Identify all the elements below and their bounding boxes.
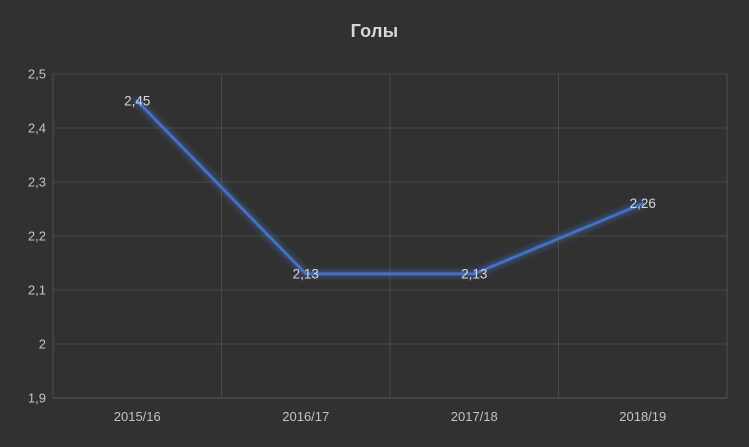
y-tick-label: 2,3 bbox=[28, 175, 46, 190]
y-tick-label: 2,2 bbox=[28, 229, 46, 244]
y-tick-label: 2 bbox=[39, 337, 46, 352]
y-tick-label: 1,9 bbox=[28, 391, 46, 406]
data-label: 2,13 bbox=[293, 266, 319, 281]
x-axis-label: 2016/17 bbox=[282, 409, 329, 424]
y-tick-label: 2,5 bbox=[28, 67, 46, 82]
series-line bbox=[135, 99, 645, 276]
x-axis-label: 2018/19 bbox=[619, 409, 666, 424]
data-label: 2,45 bbox=[124, 94, 150, 109]
chart-title: Голы bbox=[350, 21, 399, 41]
x-axis-label: 2017/18 bbox=[451, 409, 498, 424]
y-tick-label: 2,1 bbox=[28, 283, 46, 298]
y-tick-label: 2,4 bbox=[28, 121, 46, 136]
x-axis-label: 2015/16 bbox=[114, 409, 161, 424]
data-label: 2,26 bbox=[630, 196, 656, 211]
data-label: 2,13 bbox=[461, 266, 487, 281]
